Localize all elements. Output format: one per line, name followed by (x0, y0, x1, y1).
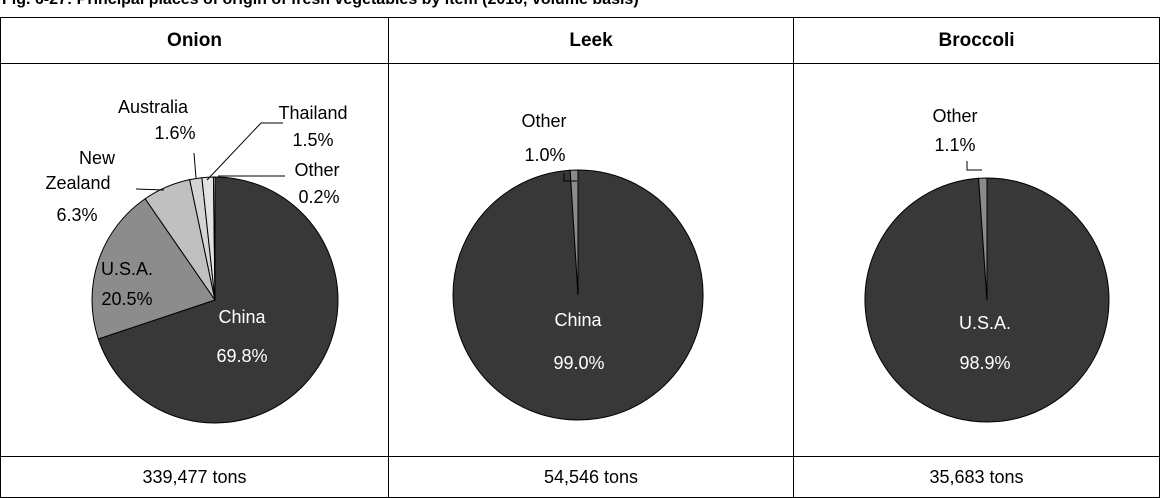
chart-cell-broccoli: U.S.A. 98.9% Other 1.1% (793, 63, 1160, 456)
leader-line-other (563, 173, 577, 182)
slice-label-new-zealand: New (79, 148, 116, 168)
slice-label-other: Other (932, 106, 977, 126)
slice-label-other: Other (521, 111, 566, 131)
data-label-china: 99.0% (553, 353, 604, 373)
data-label-new-zealand: 6.3% (56, 205, 97, 225)
figure-title: Fig. 6-27: Principal places of origin of… (2, 0, 639, 9)
slice-label-u-s-a: U.S.A. (101, 259, 153, 279)
chart-cell-onion: China 69.8% U.S.A. 20.5% New Zealand 6.3% Austr… (0, 63, 388, 456)
data-label-other: 1.1% (934, 135, 975, 155)
chart-cell-leek: China 99.0% Other 1.0% (388, 63, 793, 456)
column-header-broccoli: Broccoli (793, 17, 1160, 64)
data-label-australia: 1.6% (154, 123, 195, 143)
column-header-leek: Leek (388, 17, 793, 64)
leader-line-australia (193, 152, 197, 179)
slice-label-thailand: Thailand (278, 103, 347, 123)
slice-label-other: Other (294, 160, 339, 180)
data-label-u-s-a: 98.9% (959, 353, 1010, 373)
pie-chart-onion: China 69.8% U.S.A. 20.5% New Zealand 6.3% Austr… (45, 97, 348, 424)
slice-label-australia: Australia (118, 97, 189, 117)
leader-line-new-zealand (135, 188, 165, 191)
slice-label-china: China (554, 310, 602, 330)
slice-label-new-zealand: Zealand (45, 173, 110, 193)
slice-label-china: China (218, 307, 266, 327)
pie-chart-broccoli: U.S.A. 98.9% Other 1.1% (864, 106, 1110, 423)
pie-slice-other (569, 169, 579, 296)
leader-line-other (966, 161, 982, 171)
leader-line-thailand (206, 122, 283, 181)
pie-slice-china (97, 176, 339, 424)
data-label-thailand: 1.5% (292, 130, 333, 150)
column-header-onion: Onion (0, 17, 388, 64)
pie-chart-leek: China 99.0% Other 1.0% (452, 111, 704, 421)
total-broccoli: 35,683 tons (793, 456, 1160, 498)
data-label-china: 69.8% (216, 346, 267, 366)
data-label-other: 1.0% (524, 145, 565, 165)
data-label-other: 0.2% (298, 187, 339, 207)
pie-slice-other (212, 176, 216, 301)
slice-label-u-s-a: U.S.A. (959, 313, 1011, 333)
data-label-u-s-a: 20.5% (101, 289, 152, 309)
pie-slice-u-s-a (91, 198, 216, 340)
total-leek: 54,546 tons (388, 456, 793, 498)
total-onion: 339,477 tons (0, 456, 388, 498)
pie-slice-other (978, 177, 988, 301)
